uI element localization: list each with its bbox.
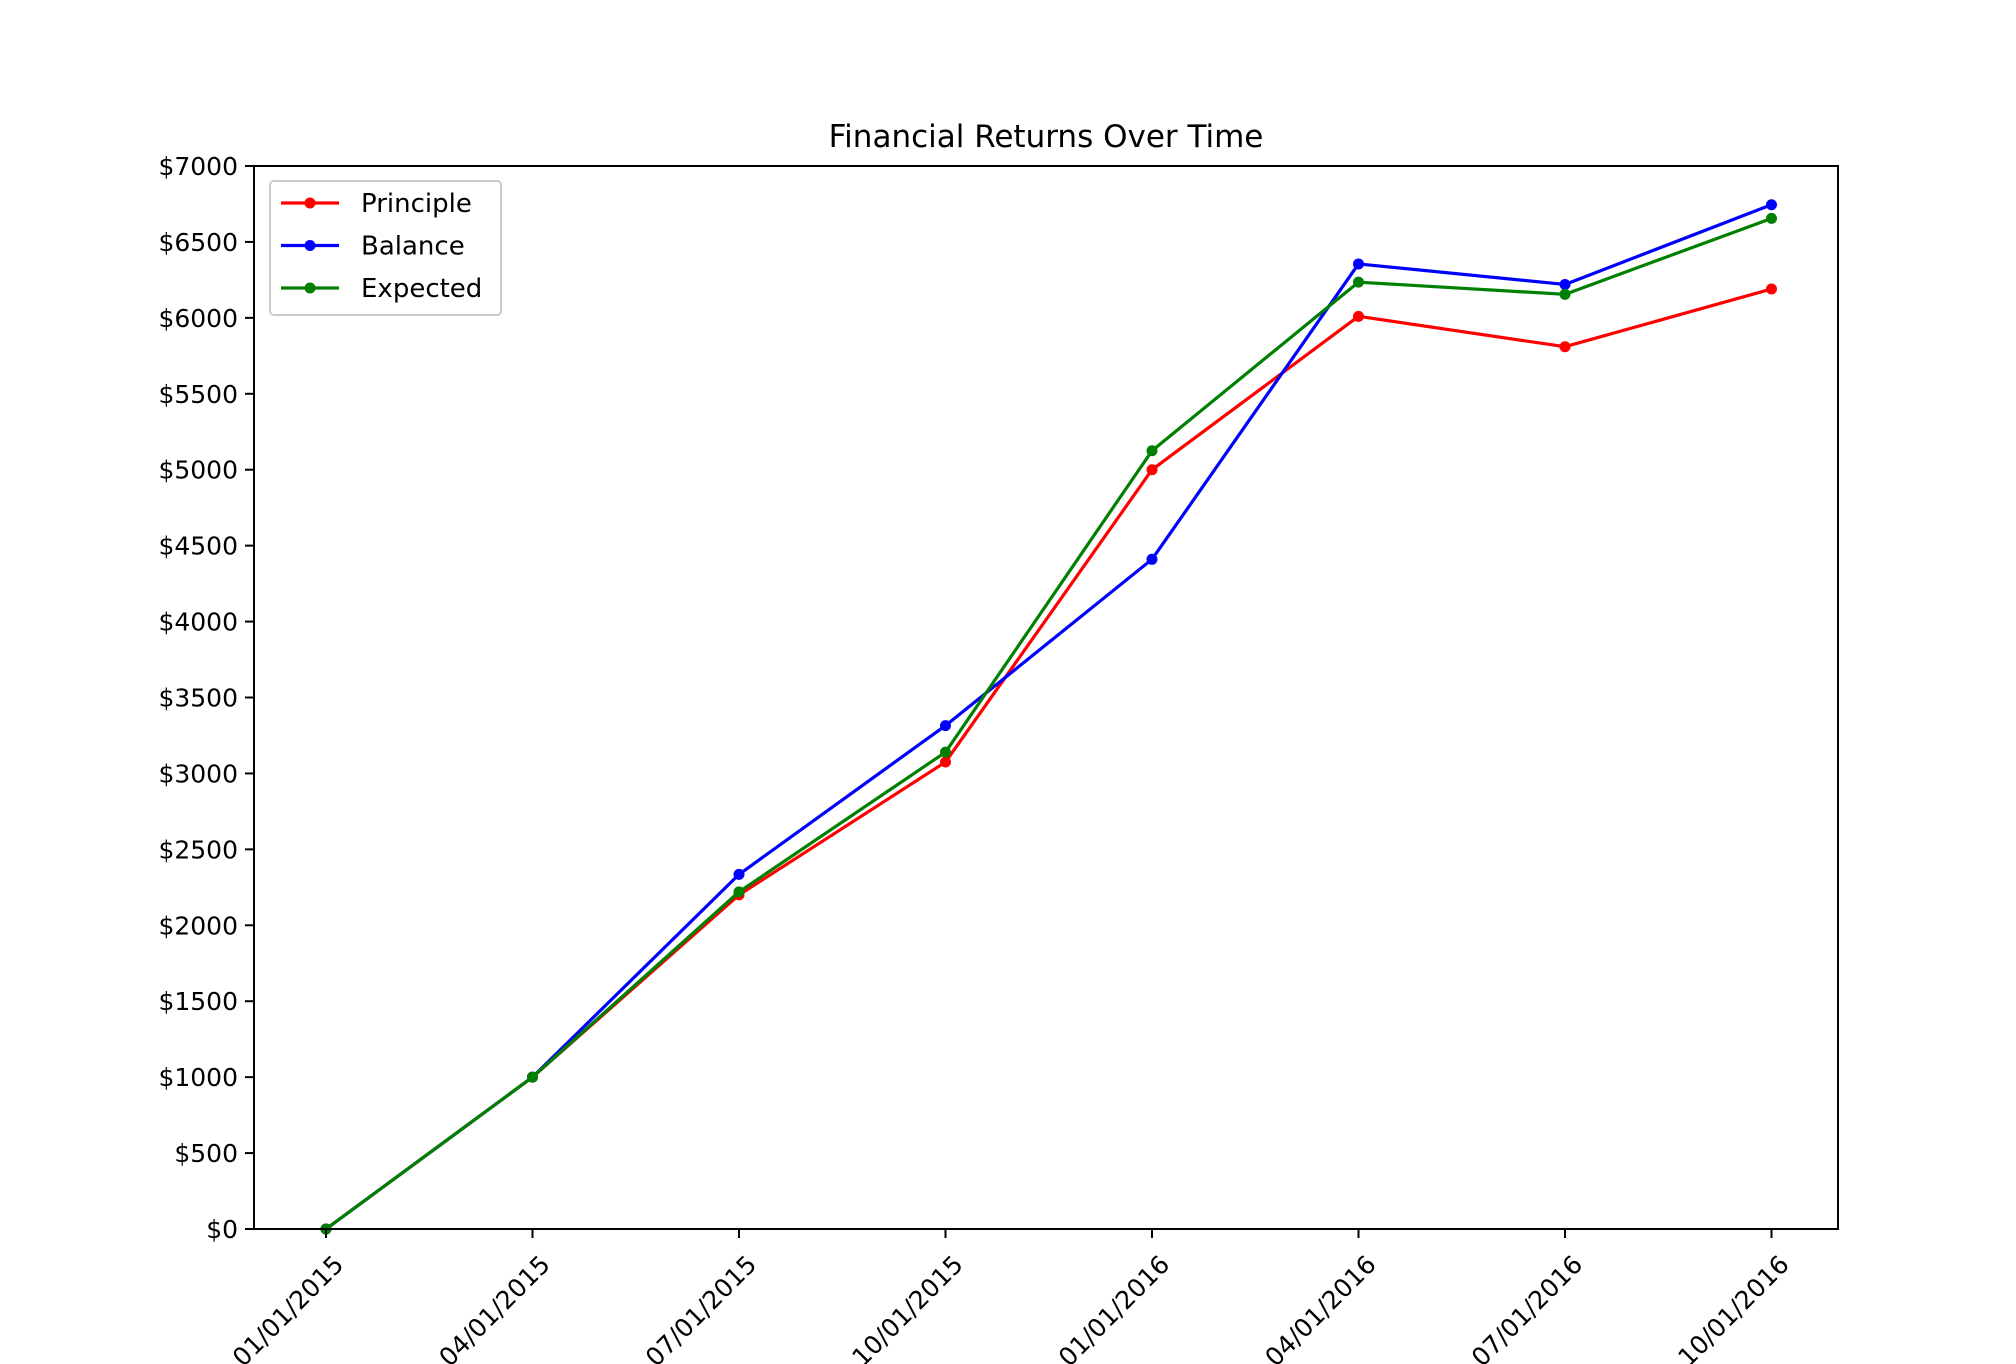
legend-marker-principle [304,197,316,209]
plot-area [320,199,1777,1235]
data-point-expected [940,746,951,758]
series-expected [320,212,1777,1235]
series-line-expected [323,216,1774,1232]
legend-label-principle: Principle [361,189,472,219]
legend-item-balance: Balance [281,232,465,262]
data-point-expected [1353,276,1364,288]
data-point-balance [733,868,745,880]
y-tick-label: $2500 [158,835,238,864]
legend-label-balance: Balance [361,232,465,262]
y-tick-label: $500 [174,1139,238,1168]
series-balance [320,199,1777,1235]
data-point-expected [1766,212,1777,224]
legend-box [269,180,502,316]
y-tick-label: $3000 [158,759,238,788]
series-line-balance [323,202,1774,1232]
y-tick-label: $6500 [158,228,238,257]
y-tick-label: $4500 [158,532,238,561]
legend-marker-balance [304,240,316,251]
data-point-expected [1559,288,1571,300]
y-tick-label: $5000 [158,456,238,485]
data-point-expected [1146,445,1158,457]
data-point-principle [1353,310,1364,322]
y-tick-label: $2000 [158,911,238,940]
chart-title: Financial Returns Over Time [829,119,1264,155]
legend-item-expected: Expected [281,274,482,304]
data-point-principle [940,756,951,768]
data-point-expected [527,1071,538,1083]
y-tick-label: $1500 [158,987,238,1016]
y-tick-label: $7000 [158,152,238,181]
y-tick-label: $6000 [158,304,238,333]
data-point-balance [1766,199,1777,211]
legend: Principle Balance Expected [269,180,502,316]
data-point-principle [1146,464,1158,476]
legend-label-expected: Expected [361,274,482,304]
data-point-principle [1559,341,1571,353]
data-point-balance [1353,258,1364,270]
data-point-balance [1146,553,1158,565]
data-point-balance [940,720,951,732]
y-tick-label: $3500 [158,684,238,713]
y-tick-label: $1000 [158,1063,238,1092]
y-tick-label: $4000 [158,608,238,637]
legend-item-principle: Principle [281,189,472,219]
y-tick-label: $0 [206,1215,238,1244]
legend-marker-expected [304,282,316,294]
y-tick-label: $5500 [158,380,238,409]
data-point-principle [1766,283,1777,295]
data-point-balance [1559,278,1571,290]
data-point-expected [733,886,745,898]
